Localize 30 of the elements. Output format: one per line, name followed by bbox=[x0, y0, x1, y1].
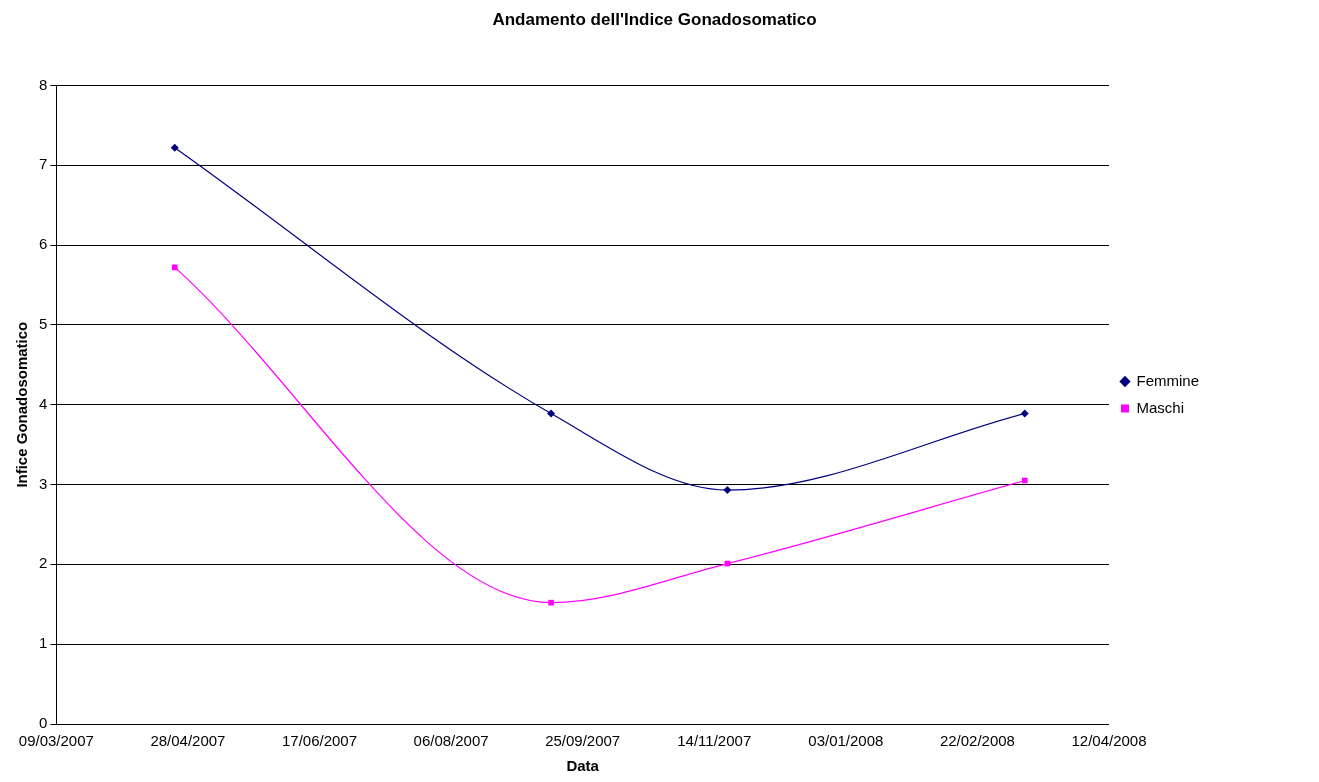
y-tick-label: 1 bbox=[39, 634, 48, 652]
y-tick-label: 7 bbox=[39, 155, 48, 173]
x-tick-label: 22/02/2008 bbox=[939, 732, 1015, 750]
x-tick-label: 14/11/2007 bbox=[677, 732, 752, 750]
point bbox=[1021, 477, 1028, 484]
x-tick-label: 03/01/2008 bbox=[808, 732, 884, 750]
point bbox=[547, 409, 556, 418]
legend-label: Maschi bbox=[1136, 398, 1184, 416]
y-tick-label: 6 bbox=[39, 235, 48, 253]
point bbox=[170, 143, 179, 152]
legend-label: Femmine bbox=[1136, 371, 1199, 389]
y-axis-title: Infice Gonadosomatico bbox=[13, 321, 31, 488]
x-tick-label: 09/03/2007 bbox=[18, 732, 94, 750]
x-tick-label: 06/08/2007 bbox=[413, 732, 489, 750]
point bbox=[171, 264, 178, 271]
x-tick-label: 25/09/2007 bbox=[545, 732, 621, 750]
chart-title: Andamento dell'Indice Gonadosomatico bbox=[492, 9, 817, 29]
point bbox=[1020, 409, 1029, 418]
y-tick-label: 0 bbox=[39, 714, 48, 732]
y-tick-label: 8 bbox=[39, 75, 48, 93]
x-axis-title: Data bbox=[566, 757, 600, 775]
y-tick-label: 4 bbox=[39, 394, 48, 412]
x-tick-label: 12/04/2008 bbox=[1071, 732, 1147, 750]
y-tick-label: 5 bbox=[39, 315, 48, 333]
y-tick-label: 3 bbox=[39, 474, 48, 492]
x-tick-label: 17/06/2007 bbox=[281, 732, 358, 750]
x-tick-label: 28/04/2007 bbox=[150, 732, 226, 750]
y-tick-label: 2 bbox=[39, 554, 48, 572]
point bbox=[723, 486, 732, 495]
point bbox=[548, 599, 554, 606]
